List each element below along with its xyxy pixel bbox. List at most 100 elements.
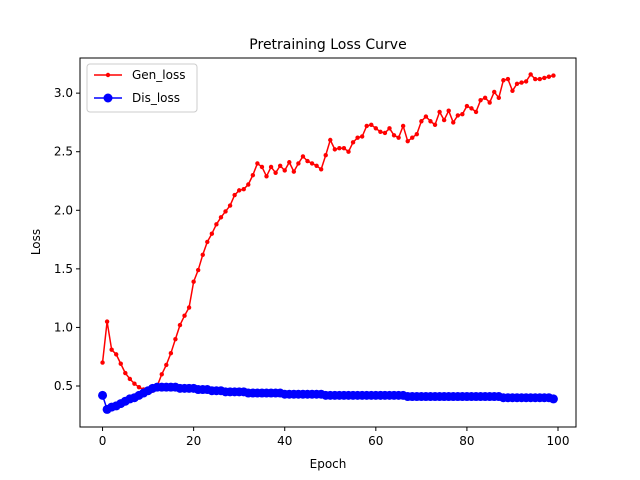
data-point-gen-loss: [528, 72, 533, 77]
data-point-gen-loss: [268, 164, 274, 170]
plot-area: 0 20 40 60 80 100 0.5 1.0 1.5 2.0 2.5 3.0: [54, 57, 577, 448]
data-point-gen-loss: [455, 113, 461, 118]
data-point-gen-loss: [186, 305, 192, 310]
data-point-gen-loss: [241, 187, 246, 192]
x-axis-label: Epoch: [310, 457, 347, 471]
series-line-gen-loss: [101, 73, 554, 392]
data-point-gen-loss: [300, 154, 306, 159]
data-point-gen-loss: [364, 123, 369, 129]
x-tick-label: 0: [99, 434, 107, 448]
data-point-gen-loss: [205, 239, 210, 245]
plot-frame: [79, 57, 577, 428]
data-point-gen-loss: [123, 370, 128, 376]
data-point-gen-loss: [551, 73, 556, 78]
data-point-gen-loss: [519, 80, 524, 85]
x-tick-label: 80: [459, 434, 474, 448]
data-point-gen-loss: [200, 252, 205, 257]
data-point-gen-loss: [437, 109, 442, 115]
data-point-gen-loss: [314, 163, 319, 168]
legend-dis-loss-label: Dis_loss: [132, 91, 180, 105]
data-point-gen-loss: [164, 362, 169, 368]
data-point-gen-loss: [487, 100, 492, 105]
data-point-gen-loss: [127, 376, 133, 382]
legend-dis-loss-marker: [103, 93, 113, 103]
x-tick-label: 100: [547, 434, 570, 448]
data-point-gen-loss: [369, 122, 374, 127]
y-tick-label: 0.5: [54, 379, 73, 393]
data-point-gen-loss: [309, 161, 315, 166]
data-point-gen-loss: [451, 120, 456, 125]
x-tick-label: 60: [368, 434, 383, 448]
x-tick-label: 20: [186, 434, 201, 448]
chart-title: Pretraining Loss Curve: [249, 37, 406, 53]
data-point-gen-loss: [373, 126, 379, 131]
data-point-gen-loss: [168, 351, 174, 356]
data-point-gen-loss: [400, 123, 406, 129]
data-point-gen-loss: [273, 170, 278, 175]
data-point-gen-loss: [396, 135, 401, 140]
data-point-gen-loss: [359, 134, 365, 139]
data-point-gen-loss: [546, 74, 552, 79]
data-point-gen-loss: [264, 174, 269, 179]
y-tick-label: 1.5: [54, 262, 73, 276]
data-point-gen-loss: [232, 192, 237, 198]
data-point-gen-loss: [246, 182, 251, 187]
legend-box: [86, 63, 198, 113]
data-point-gen-loss: [100, 360, 105, 365]
data-point-gen-loss: [441, 117, 447, 123]
data-point-gen-loss: [255, 161, 260, 166]
data-point-gen-loss: [223, 209, 228, 214]
data-point-gen-loss: [182, 313, 187, 318]
data-point-gen-loss: [505, 76, 511, 82]
legend: Gen_loss Dis_loss: [86, 63, 198, 113]
data-point-gen-loss: [109, 347, 114, 352]
legend-gen-loss-marker: [105, 72, 111, 78]
data-point-gen-loss: [337, 146, 342, 151]
data-point-gen-loss: [104, 319, 110, 324]
data-point-gen-loss: [514, 81, 520, 86]
data-point-gen-loss: [318, 167, 324, 172]
y-tick-label: 2.5: [54, 145, 73, 159]
data-point-gen-loss: [523, 79, 529, 84]
data-point-gen-loss: [250, 172, 256, 178]
data-point-gen-loss: [432, 122, 438, 127]
data-point-gen-loss: [227, 203, 233, 208]
data-point-dis-loss: [548, 394, 558, 404]
data-point-gen-loss: [460, 112, 465, 117]
y-tick-label: 3.0: [54, 86, 73, 100]
data-point-gen-loss: [214, 222, 219, 227]
data-point-gen-loss: [341, 146, 347, 151]
data-point-gen-loss: [218, 215, 224, 220]
data-point-gen-loss: [173, 336, 178, 342]
y-tick-label: 2.0: [54, 203, 73, 217]
data-point-gen-loss: [428, 119, 433, 124]
data-point-gen-loss: [355, 135, 360, 140]
data-point-gen-loss: [423, 114, 429, 119]
y-tick-label: 1.0: [54, 320, 73, 334]
data-point-gen-loss: [446, 108, 451, 113]
data-point-gen-loss: [114, 352, 119, 357]
data-point-gen-loss: [277, 163, 283, 168]
data-point-gen-loss: [410, 135, 415, 140]
data-point-gen-loss: [282, 168, 287, 173]
data-point-gen-loss: [537, 76, 542, 82]
data-point-gen-loss: [501, 78, 506, 83]
data-point-gen-loss: [414, 131, 420, 137]
data-point-gen-loss: [350, 140, 356, 145]
x-axis-ticks: 0 20 40 60 80 100: [99, 427, 570, 448]
data-point-gen-loss: [159, 372, 164, 377]
data-point-gen-loss: [419, 119, 424, 124]
data-point-gen-loss: [132, 381, 137, 386]
data-point-gen-loss: [387, 126, 392, 131]
data-point-gen-loss: [496, 95, 501, 101]
data-point-gen-loss: [405, 138, 410, 144]
data-point-gen-loss: [510, 88, 515, 94]
y-axis-label: Loss: [29, 229, 43, 255]
data-point-gen-loss: [464, 103, 470, 109]
data-point-dis-loss: [98, 390, 108, 400]
series-layer: [98, 72, 558, 414]
x-tick-label: 40: [277, 434, 292, 448]
data-point-gen-loss: [346, 149, 351, 154]
data-point-gen-loss: [195, 267, 201, 273]
